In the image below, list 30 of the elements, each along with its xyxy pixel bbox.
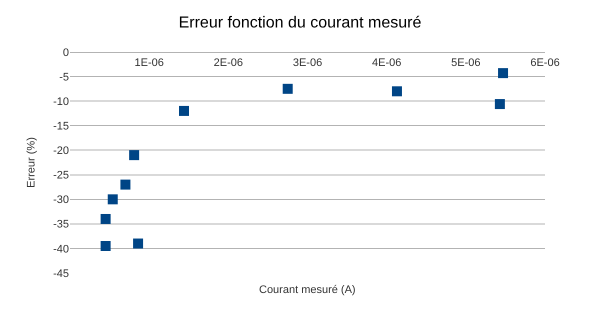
point — [282, 84, 293, 94]
y-tick-label: -10 — [53, 96, 69, 108]
x-tick-label: 4E-06 — [372, 57, 402, 70]
y-tick-label: -40 — [53, 243, 69, 256]
y-tick-label: -35 — [53, 218, 69, 231]
y-tick-label: -30 — [53, 194, 69, 206]
point — [120, 180, 130, 190]
point — [133, 238, 144, 249]
y-axis-title: Erreur (%) — [26, 137, 38, 188]
y-tick-label: -15 — [53, 120, 69, 133]
y-tick-label: 0 — [62, 46, 69, 59]
x-tick-label: 6E-06 — [530, 57, 560, 70]
point — [108, 194, 118, 204]
point — [392, 86, 402, 96]
point — [100, 240, 111, 251]
point — [498, 68, 508, 78]
chart-title: Erreur fonction du courant mesuré — [178, 14, 422, 32]
point — [494, 99, 505, 110]
y-tick-label: -20 — [53, 145, 69, 158]
point — [100, 214, 111, 224]
y-tick-label: -25 — [53, 170, 69, 182]
x-tick-label: 2E-06 — [214, 57, 244, 70]
x-axis-title: Courant mesuré (A) — [259, 284, 356, 296]
y-tick-label: -5 — [59, 71, 69, 84]
x-tick-label: 3E-06 — [292, 57, 322, 70]
point — [129, 150, 140, 160]
y-tick-label: -45 — [53, 268, 69, 280]
x-tick-label: 1E-06 — [134, 57, 164, 70]
point — [179, 106, 189, 116]
x-tick-label: 5E-06 — [451, 57, 481, 70]
